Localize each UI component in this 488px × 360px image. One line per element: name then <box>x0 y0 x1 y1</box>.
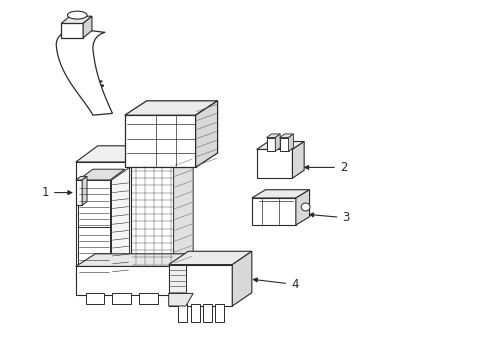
Polygon shape <box>275 134 280 151</box>
Polygon shape <box>82 176 87 205</box>
Polygon shape <box>76 176 87 180</box>
Polygon shape <box>76 266 173 295</box>
Polygon shape <box>76 254 193 266</box>
Text: 1: 1 <box>41 186 72 199</box>
Polygon shape <box>76 180 82 205</box>
Polygon shape <box>190 304 199 322</box>
Polygon shape <box>61 23 83 38</box>
Polygon shape <box>139 293 158 304</box>
Text: 3: 3 <box>309 211 349 224</box>
Polygon shape <box>168 251 251 265</box>
Ellipse shape <box>301 203 309 211</box>
Polygon shape <box>266 134 280 138</box>
Polygon shape <box>78 169 124 180</box>
Polygon shape <box>168 293 193 306</box>
Polygon shape <box>76 162 151 281</box>
Polygon shape <box>112 293 131 304</box>
Polygon shape <box>178 304 187 322</box>
Polygon shape <box>151 146 173 281</box>
Polygon shape <box>279 134 293 138</box>
Text: 4: 4 <box>253 278 298 291</box>
Polygon shape <box>173 153 193 266</box>
Polygon shape <box>251 190 309 198</box>
Polygon shape <box>288 134 293 151</box>
Polygon shape <box>195 101 217 167</box>
Polygon shape <box>256 149 292 178</box>
Polygon shape <box>203 304 211 322</box>
Ellipse shape <box>67 11 87 19</box>
Polygon shape <box>131 166 173 266</box>
Polygon shape <box>232 251 251 306</box>
Polygon shape <box>76 146 173 162</box>
Text: 2: 2 <box>304 161 346 174</box>
Polygon shape <box>279 138 288 151</box>
Polygon shape <box>266 138 275 151</box>
Polygon shape <box>168 265 232 306</box>
Polygon shape <box>256 141 304 149</box>
Polygon shape <box>78 227 110 274</box>
Polygon shape <box>124 101 217 115</box>
Polygon shape <box>56 29 112 115</box>
Polygon shape <box>292 141 304 178</box>
Polygon shape <box>295 190 309 225</box>
Polygon shape <box>78 216 124 227</box>
Polygon shape <box>168 265 185 293</box>
Polygon shape <box>85 293 104 304</box>
Polygon shape <box>124 115 195 167</box>
Polygon shape <box>131 153 193 166</box>
Polygon shape <box>83 16 92 38</box>
Polygon shape <box>61 16 92 23</box>
Polygon shape <box>78 180 110 227</box>
Polygon shape <box>173 254 193 295</box>
Polygon shape <box>215 304 224 322</box>
Polygon shape <box>251 198 295 225</box>
Polygon shape <box>111 167 129 274</box>
